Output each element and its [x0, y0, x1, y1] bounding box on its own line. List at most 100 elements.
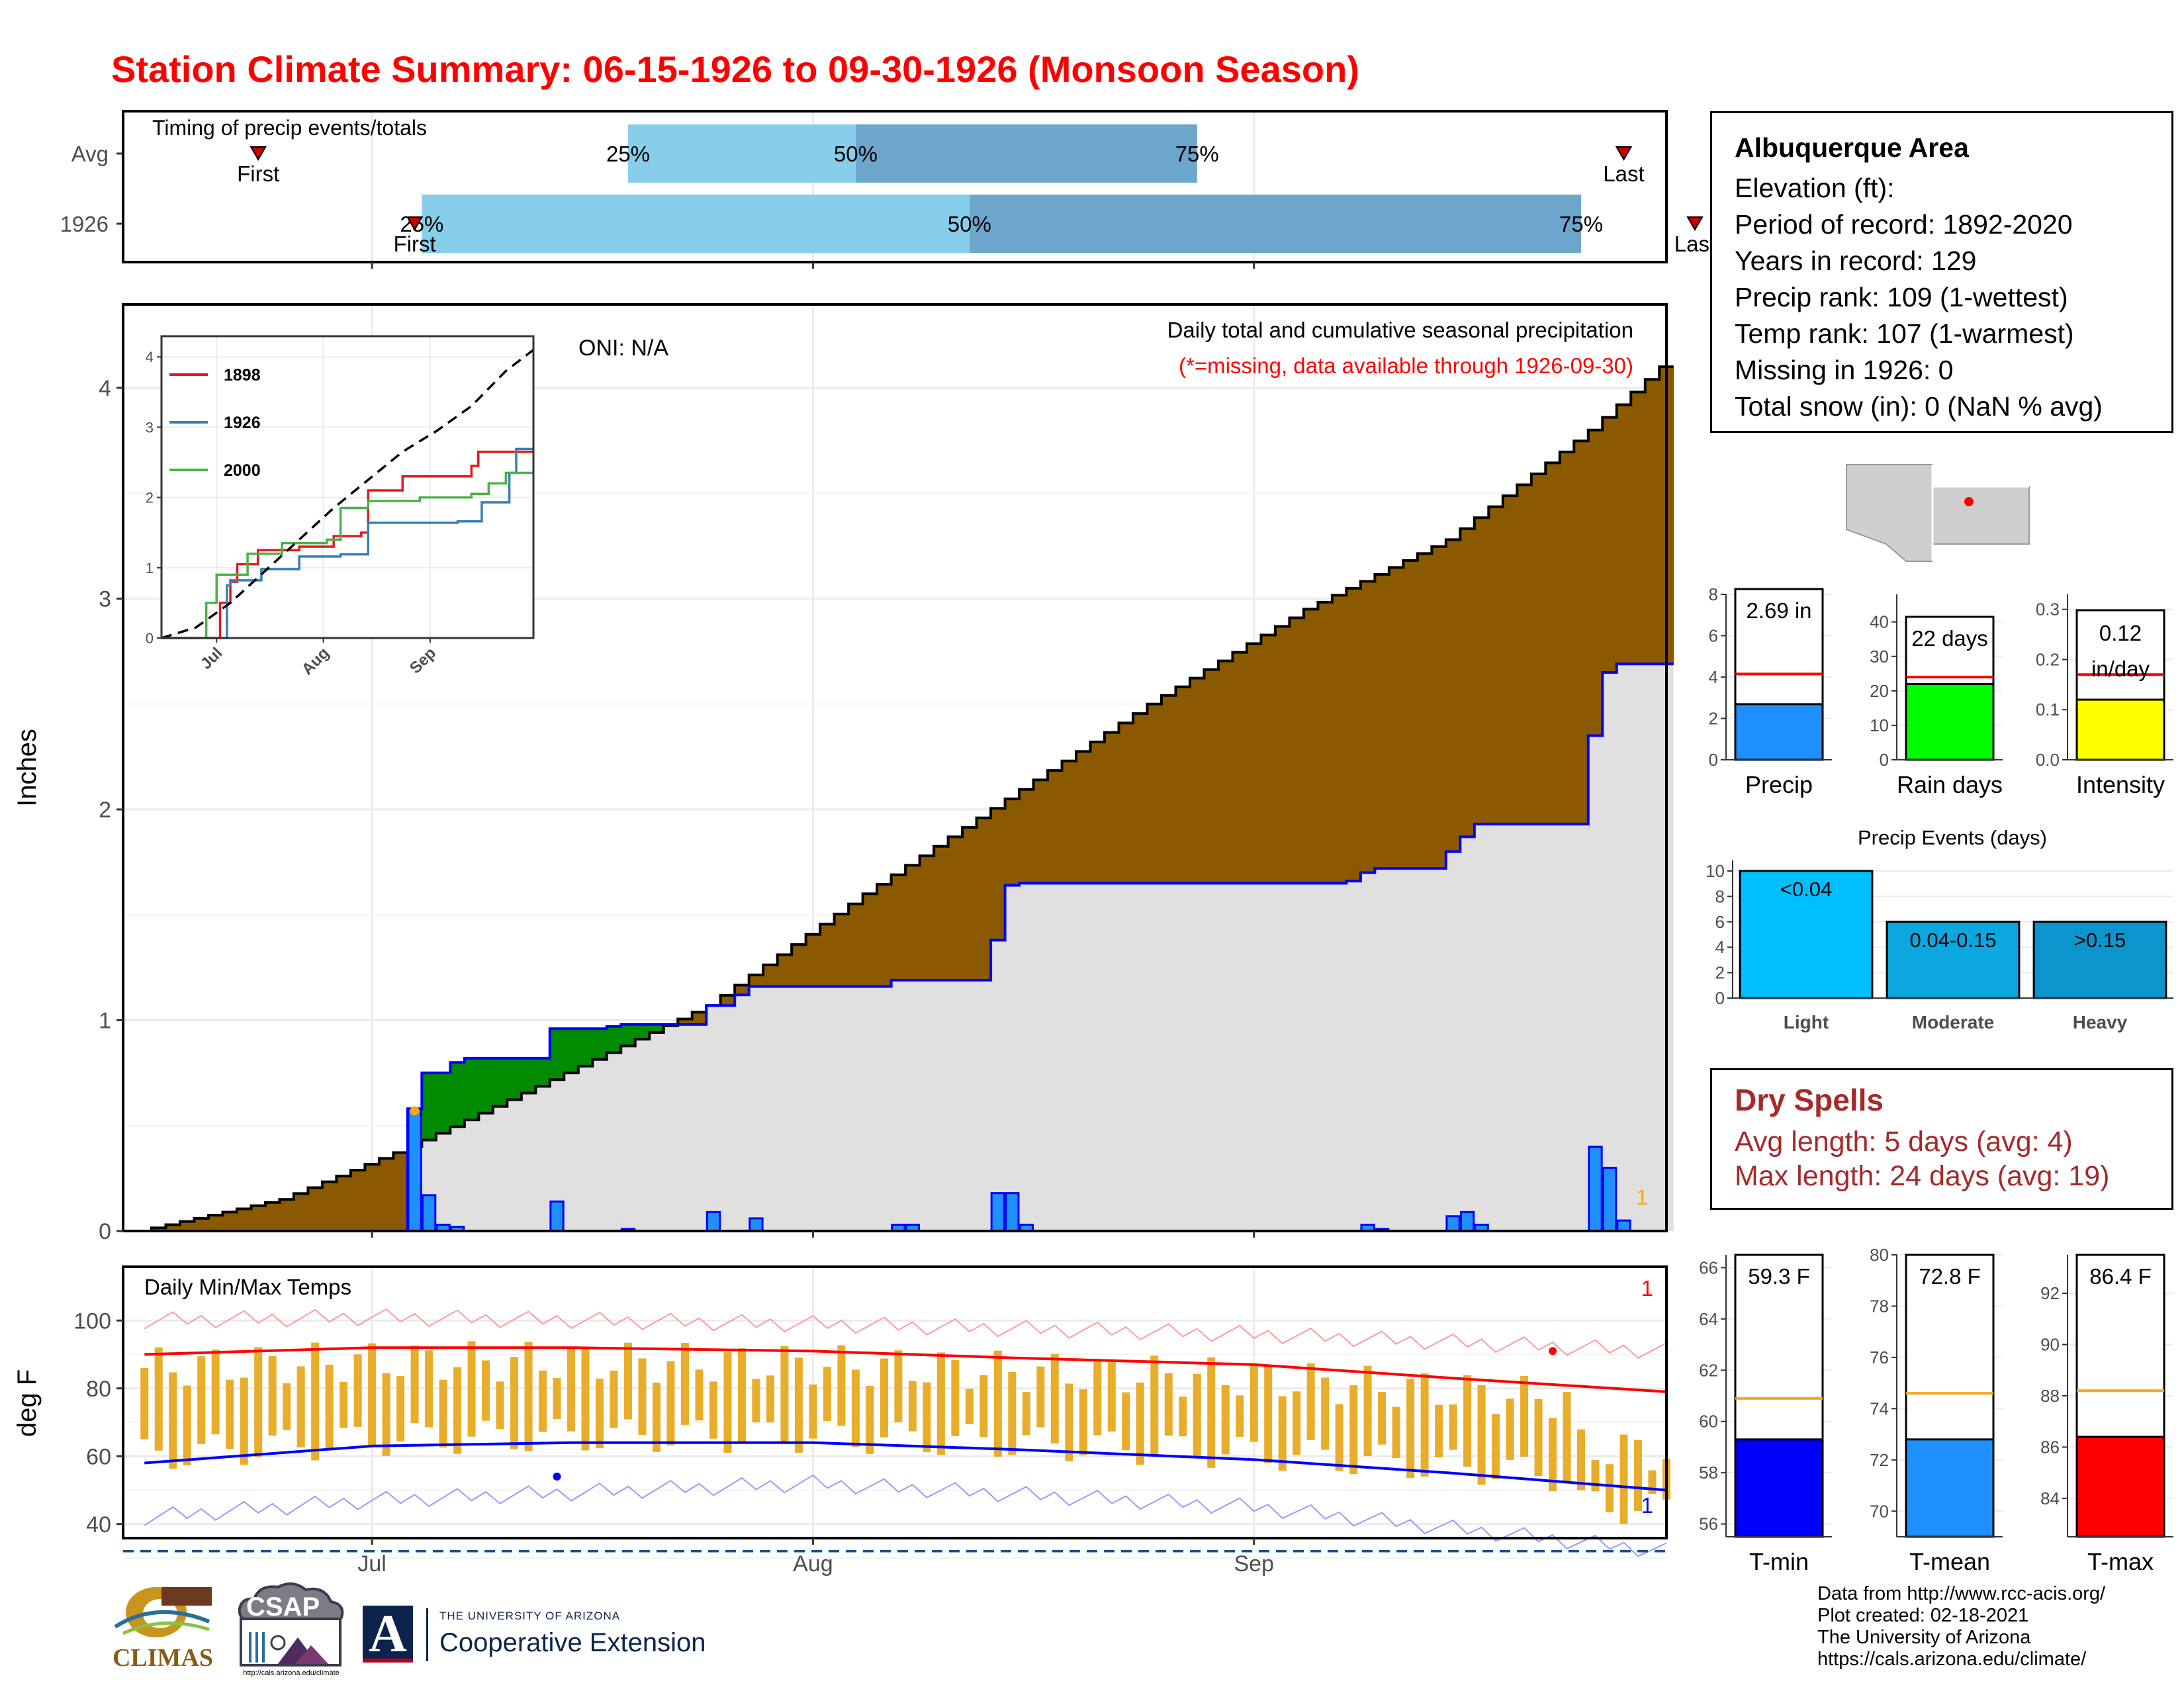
daily-temp-bar	[1506, 1398, 1514, 1460]
deficit-segment	[991, 808, 1006, 940]
daily-temp-bar	[240, 1377, 248, 1465]
deficit-segment	[1403, 560, 1418, 869]
deficit-segment	[379, 1158, 394, 1231]
deficit-segment	[1090, 742, 1105, 884]
daily-temp-bar	[752, 1379, 760, 1423]
surplus-segment	[478, 1058, 494, 1113]
timing-p50-label: 50%	[948, 212, 991, 236]
temp-0-y-tick-label: 62	[1699, 1360, 1718, 1380]
deficit-segment	[1048, 770, 1063, 884]
deficit-segment	[848, 903, 864, 987]
missing-count: 1	[1636, 1185, 1648, 1209]
page-title: Station Climate Summary: 06-15-1926 to 0…	[111, 48, 1359, 90]
daily-temp-bar	[226, 1379, 234, 1449]
temp-max-count: 1	[1641, 1276, 1653, 1301]
daily-precip-bar	[1459, 1211, 1475, 1232]
surplus-segment	[435, 1073, 451, 1134]
timing-row-label: 1926	[60, 212, 109, 236]
deficit-segment	[1645, 379, 1660, 664]
daily-temp-bar	[482, 1360, 490, 1421]
deficit-segment	[1502, 496, 1518, 825]
timing-last-marker	[1615, 146, 1633, 161]
deficit-segment	[1161, 695, 1177, 884]
deficit-segment	[763, 964, 778, 987]
events-category-label: Heavy	[2073, 1012, 2128, 1032]
daily-temp-bar	[1634, 1440, 1643, 1511]
deficit-segment	[165, 1224, 181, 1231]
temp-x-tick-label: Sep	[1234, 1551, 1274, 1577]
region-map	[1844, 463, 2030, 564]
daily-temp-bar	[866, 1386, 874, 1454]
daily-precip-bar	[990, 1192, 1005, 1232]
deficit-segment	[692, 1012, 707, 1025]
dry-spells-title: Dry Spells	[1735, 1083, 1884, 1117]
deficit-segment	[962, 827, 978, 980]
deficit-segment	[1218, 661, 1234, 884]
daily-temp-bar	[439, 1379, 447, 1448]
daily-temp-bar	[723, 1352, 732, 1453]
daily-temp-bar	[923, 1382, 931, 1452]
precip-0-summary-panel: 0 2 4 6 8 2.69 in Precip	[1709, 584, 1832, 798]
temp-1-y-tick-label: 74	[1870, 1398, 1889, 1418]
temp-1-y-tick-label: 76	[1870, 1348, 1889, 1367]
deficit-segment	[293, 1193, 309, 1231]
precip-1-summary-panel: 0 10 20 30 40 22 days Rain days	[1870, 594, 2003, 798]
deficit-segment	[820, 924, 835, 987]
daily-temp-bar	[794, 1357, 803, 1453]
daily-temp-bar	[823, 1367, 831, 1421]
missing-note: (*=missing, data available through 1926-…	[1179, 353, 1633, 378]
timing-bar-50-75	[855, 124, 1197, 183]
station-location-marker	[1964, 497, 1974, 506]
deficit-segment	[1631, 392, 1646, 664]
daily-temp-bar	[1619, 1434, 1628, 1524]
deficit-segment	[976, 817, 991, 980]
inset-y-tick-label: 1	[146, 560, 154, 576]
precip-y-axis-label: Inches	[13, 729, 42, 807]
surplus-segment	[635, 1024, 650, 1040]
credit-created: Plot created: 02-18-2021	[1817, 1605, 2029, 1626]
daily-temp-bar	[1606, 1464, 1614, 1512]
events-y-tick-label: 6	[1715, 912, 1725, 932]
events-y-tick-label: 0	[1715, 988, 1725, 1008]
temp-0-y-tick-label: 58	[1699, 1463, 1718, 1483]
temp-caption: Daily Min/Max Temps	[144, 1275, 351, 1299]
precip-2-value-unit: in/day	[2091, 657, 2150, 681]
precip-y-tick-label: 0	[99, 1219, 111, 1244]
surplus-segment	[492, 1058, 508, 1107]
deficit-segment	[1531, 473, 1546, 825]
temp-y-tick-label: 100	[73, 1308, 111, 1334]
surplus-segment	[535, 1058, 551, 1087]
deficit-segment	[322, 1181, 337, 1231]
timing-first-marker	[250, 146, 267, 161]
temp-0-y-tick-label: 66	[1699, 1257, 1718, 1277]
daily-temp-bar	[1278, 1396, 1287, 1471]
daily-temp-bar	[965, 1389, 974, 1424]
events-bar-label: 0.04-0.15	[1910, 929, 1997, 952]
temp-2-y-tick-label: 86	[2040, 1437, 2060, 1457]
daily-temp-bar	[510, 1357, 519, 1449]
precip-1-value-label: 22 days	[1911, 626, 1988, 651]
precip-2-name-label: Intensity	[2076, 771, 2165, 798]
daily-temp-bar	[268, 1356, 277, 1436]
max-daily-marker	[410, 1106, 420, 1116]
inset-avg-line	[161, 349, 535, 639]
deficit-segment	[1105, 732, 1120, 884]
temp-1-y-tick-label: 72	[1870, 1450, 1889, 1470]
ua-divider	[426, 1608, 428, 1661]
csap-logo: CSAP http://cals.arizona.edu/climate	[232, 1579, 351, 1678]
daily-temp-bar	[695, 1369, 704, 1421]
precip-2-y-tick-label: 0.1	[2036, 700, 2060, 719]
daily-temp-bar	[624, 1342, 633, 1420]
station-info-line: Temp rank: 107 (1-warmest)	[1735, 318, 2074, 349]
daily-temp-bar	[709, 1381, 717, 1439]
deficit-segment	[393, 1152, 408, 1231]
precip-0-name-label: Precip	[1745, 771, 1813, 798]
timing-caption: Timing of precip events/totals	[152, 116, 427, 140]
precip-1-y-tick-label: 10	[1870, 715, 1889, 735]
daily-temp-bar	[880, 1358, 888, 1438]
station-info-line: Total snow (in): 0 (NaN % avg)	[1735, 391, 2103, 422]
deficit-segment	[1232, 652, 1248, 884]
events-category-label: Moderate	[1912, 1012, 1994, 1032]
daily-temp-bar	[936, 1352, 945, 1455]
